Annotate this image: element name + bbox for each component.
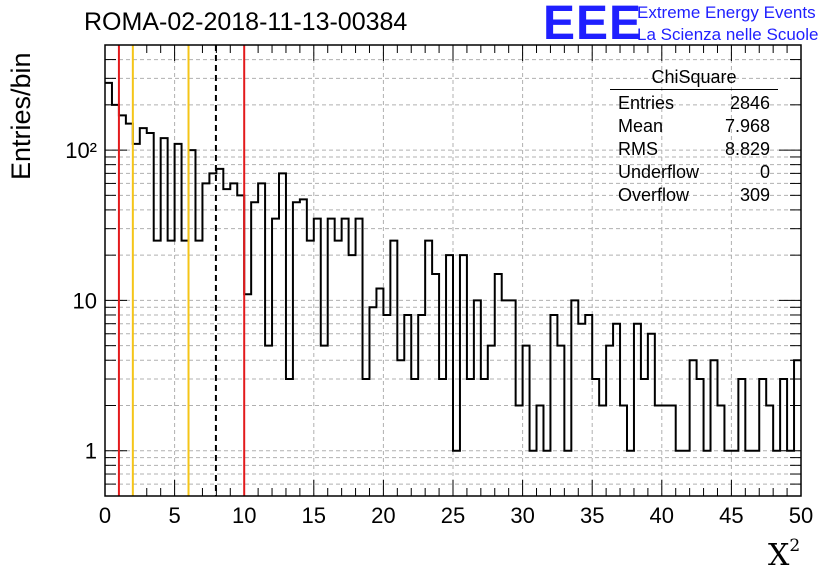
y-tick-label: 10² [65, 138, 97, 163]
plot-frame [104, 44, 802, 497]
stats-value: 8.829 [724, 139, 770, 159]
stats-value: 2846 [729, 93, 770, 113]
y-axis-label: Entries/bin [6, 52, 36, 180]
stats-box: ChiSquare Entries 2846 Mean 7.968 RMS 8.829… [610, 66, 778, 207]
stats-value: 0 [759, 162, 770, 182]
stats-row-underflow: Underflow 0 [610, 161, 778, 184]
x-axis-label: X2 [768, 536, 800, 573]
stats-label: RMS [618, 139, 658, 159]
x-tick-label: 30 [510, 503, 534, 528]
logo-tagline-2: La Scienza nelle Scuole [637, 25, 819, 44]
x-tick-label: 40 [650, 503, 674, 528]
stats-label: Overflow [618, 185, 690, 205]
eee-logo: EEE [543, 0, 643, 50]
logo-tagline-1: Extreme Energy Events [637, 3, 816, 22]
stats-label: Entries [618, 93, 675, 113]
stats-row-entries: Entries 2846 [610, 92, 778, 115]
histogram-step-line [105, 81, 801, 452]
stats-value: 7.968 [724, 116, 770, 136]
tick-labels: 0 5 10 15 20 25 30 35 40 45 50 1 10 10² [65, 138, 813, 528]
x-axis-label-base: X [768, 538, 790, 573]
reference-lines [117, 45, 246, 496]
x-tick-label: 5 [168, 503, 180, 528]
stats-title: ChiSquare [610, 66, 778, 90]
stats-row-overflow: Overflow 309 [610, 184, 778, 207]
chart-title: ROMA-02-2018-11-13-00384 [84, 8, 408, 36]
stats-label: Underflow [618, 162, 700, 182]
x-tick-label: 20 [371, 503, 395, 528]
x-tick-label: 25 [441, 503, 465, 528]
stats-row-mean: Mean 7.968 [610, 115, 778, 138]
x-tick-label: 50 [789, 503, 813, 528]
axis-ticks [104, 44, 802, 497]
stats-label: Mean [618, 116, 664, 136]
x-tick-label: 45 [719, 503, 743, 528]
x-tick-label: 35 [580, 503, 604, 528]
y-tick-label: 1 [85, 439, 97, 464]
x-tick-label: 15 [302, 503, 326, 528]
x-axis-label-sup: 2 [789, 536, 801, 556]
x-tick-label: 0 [99, 503, 111, 528]
stats-value: 309 [739, 185, 770, 205]
x-tick-label: 10 [232, 503, 256, 528]
histogram-bars [105, 81, 801, 452]
y-tick-label: 10 [73, 288, 97, 313]
stats-row-rms: RMS 8.829 [610, 138, 778, 161]
